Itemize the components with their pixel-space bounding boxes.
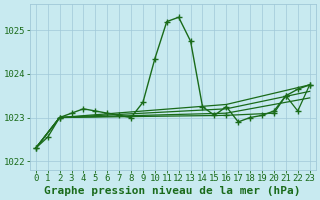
X-axis label: Graphe pression niveau de la mer (hPa): Graphe pression niveau de la mer (hPa): [44, 186, 301, 196]
